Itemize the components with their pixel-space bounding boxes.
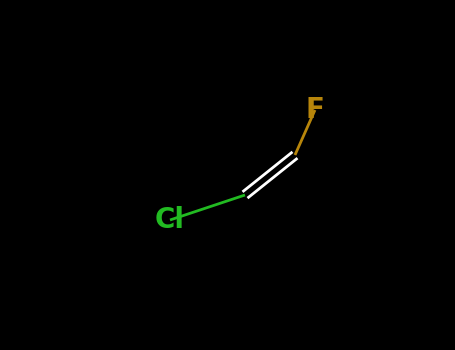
Text: Cl: Cl	[155, 206, 185, 234]
Text: F: F	[306, 96, 324, 124]
